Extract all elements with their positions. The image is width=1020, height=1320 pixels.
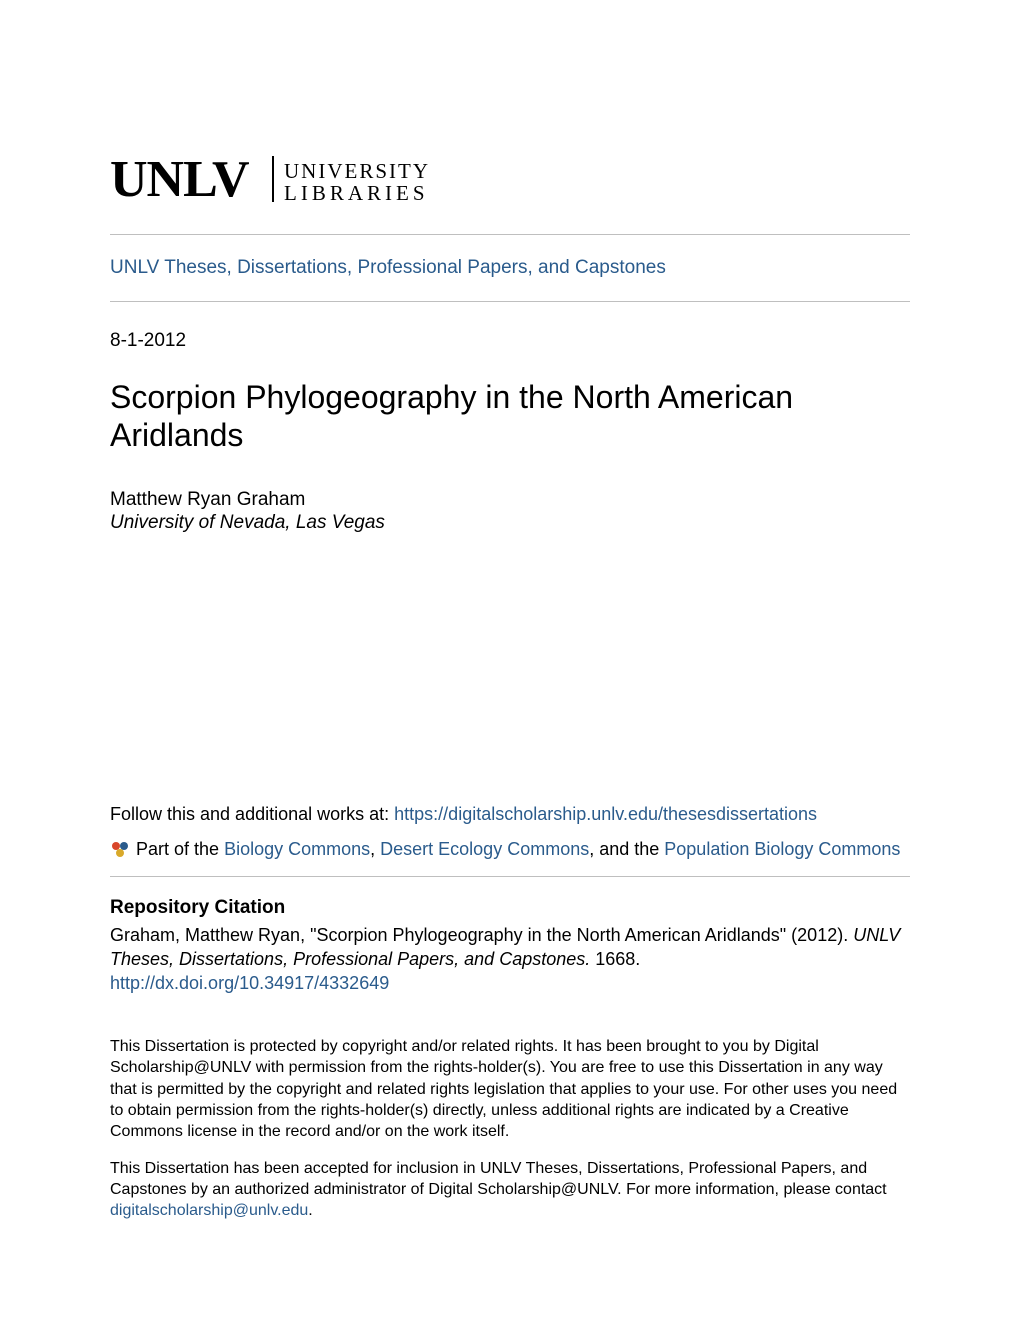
logo-line1: UNIVERSITY: [284, 159, 430, 183]
doi-link[interactable]: http://dx.doi.org/10.34917/4332649: [110, 973, 910, 994]
paper-title: Scorpion Phylogeography in the North Ame…: [110, 378, 910, 455]
rights-para-1: This Dissertation is protected by copyri…: [110, 1036, 910, 1142]
citation-number: 1668.: [595, 949, 640, 969]
divider-under-collection: [110, 301, 910, 302]
commons-link-2[interactable]: Population Biology Commons: [664, 839, 900, 859]
collection-link-row: UNLV Theses, Dissertations, Professional…: [110, 235, 910, 301]
vertical-spacer: [110, 534, 910, 804]
network-icon: [110, 839, 130, 859]
follow-works-line: Follow this and additional works at: htt…: [110, 804, 910, 825]
contact-email-link[interactable]: digitalscholarship@unlv.edu: [110, 1202, 308, 1219]
follow-url-link[interactable]: https://digitalscholarship.unlv.edu/thes…: [394, 804, 817, 824]
rights-para2-suffix: .: [308, 1202, 312, 1219]
partof-text: Part of the Biology Commons, Desert Ecol…: [136, 839, 900, 860]
author-name: Matthew Ryan Graham: [110, 489, 910, 511]
citation-block: Repository Citation Graham, Matthew Ryan…: [110, 897, 910, 995]
svg-text:UNLV: UNLV: [110, 151, 249, 208]
sep-last: , and the: [589, 839, 664, 859]
unlv-libraries-logo: UNLV UNIVERSITY LIBRARIES: [110, 150, 455, 210]
citation-heading: Repository Citation: [110, 897, 910, 919]
sep-0: ,: [370, 839, 380, 859]
citation-text: Graham, Matthew Ryan, "Scorpion Phylogeo…: [110, 923, 910, 972]
part-of-line: Part of the Biology Commons, Desert Ecol…: [110, 839, 910, 860]
rights-block: This Dissertation is protected by copyri…: [110, 1036, 910, 1221]
publication-date: 8-1-2012: [110, 330, 910, 352]
commons-link-1[interactable]: Desert Ecology Commons: [380, 839, 589, 859]
citation-author: Graham, Matthew Ryan: [110, 925, 300, 945]
partof-prefix: Part of the: [136, 839, 224, 859]
follow-prefix: Follow this and additional works at:: [110, 804, 394, 824]
divider-above-citation: [110, 876, 910, 877]
collection-link[interactable]: UNLV Theses, Dissertations, Professional…: [110, 257, 666, 278]
rights-para2-prefix: This Dissertation has been accepted for …: [110, 1160, 887, 1198]
commons-link-0[interactable]: Biology Commons: [224, 839, 370, 859]
citation-title: "Scorpion Phylogeography in the North Am…: [310, 925, 786, 945]
logo-line2: LIBRARIES: [284, 181, 429, 205]
rights-para-2: This Dissertation has been accepted for …: [110, 1158, 910, 1221]
author-affiliation: University of Nevada, Las Vegas: [110, 512, 910, 534]
citation-year: (2012).: [791, 925, 848, 945]
logo: UNLV UNIVERSITY LIBRARIES: [110, 150, 910, 210]
